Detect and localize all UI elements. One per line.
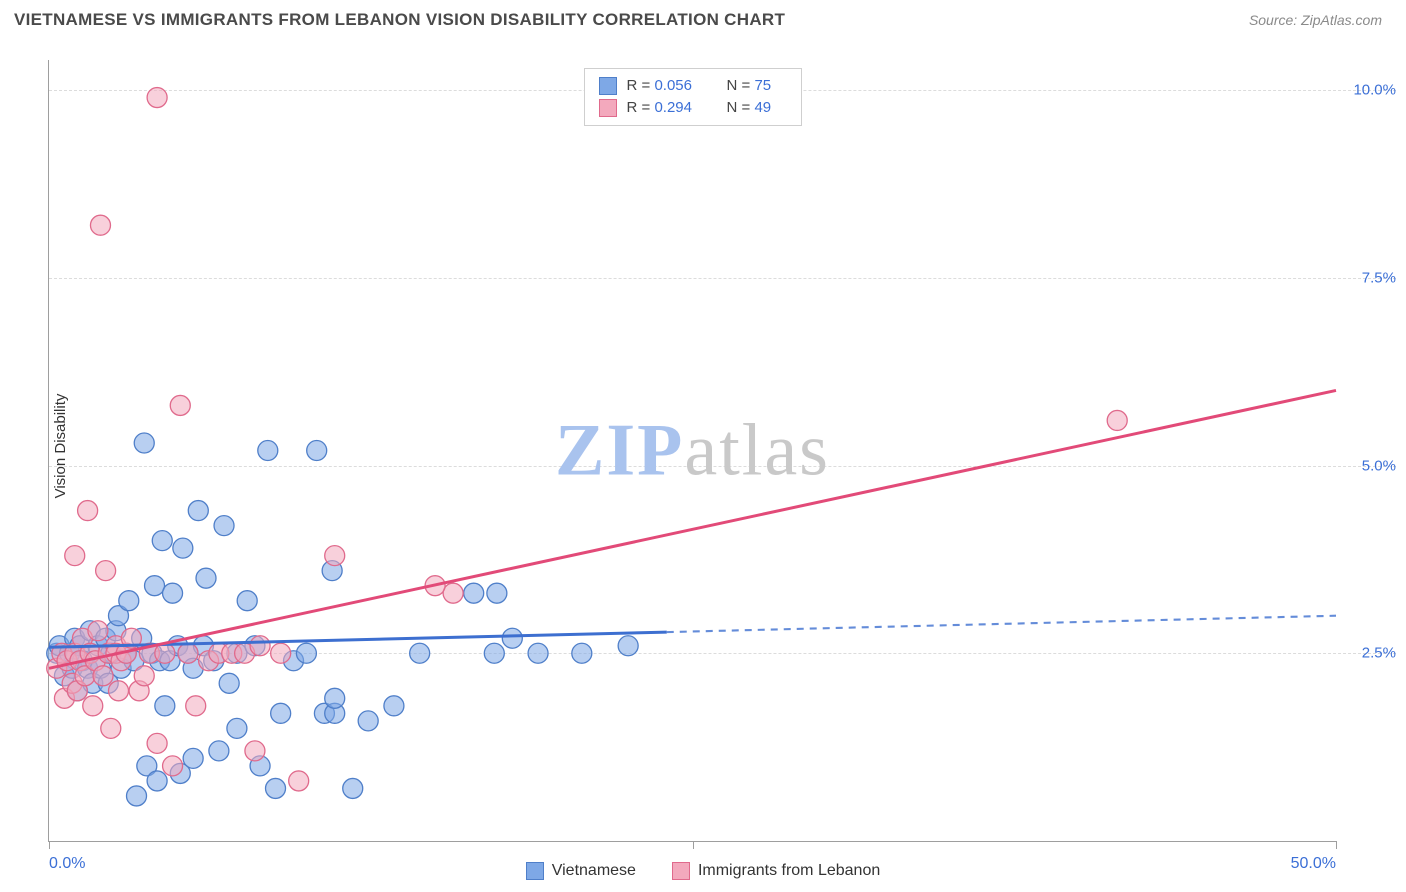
legend-series: Vietnamese Immigrants from Lebanon <box>0 862 1406 880</box>
scatter-point <box>250 636 270 656</box>
scatter-point <box>484 643 504 663</box>
scatter-point <box>155 696 175 716</box>
scatter-point <box>188 501 208 521</box>
scatter-point <box>186 696 206 716</box>
legend-series-label: Immigrants from Lebanon <box>698 862 880 880</box>
scatter-point <box>258 441 278 461</box>
scatter-point <box>178 643 198 663</box>
scatter-point <box>183 748 203 768</box>
scatter-point <box>464 583 484 603</box>
scatter-point <box>196 568 216 588</box>
scatter-point <box>147 771 167 791</box>
scatter-point <box>487 583 507 603</box>
scatter-point <box>134 666 154 686</box>
x-tick <box>1336 841 1337 849</box>
scatter-point <box>214 516 234 536</box>
scatter-point <box>266 778 286 798</box>
scatter-point <box>127 786 147 806</box>
scatter-point <box>209 741 229 761</box>
scatter-point <box>90 215 110 235</box>
scatter-point <box>119 591 139 611</box>
scatter-point <box>528 643 548 663</box>
x-tick <box>49 841 50 849</box>
scatter-point <box>108 681 128 701</box>
scatter-point <box>170 395 190 415</box>
y-tick-label: 2.5% <box>1362 645 1396 662</box>
scatter-point <box>147 88 167 108</box>
scatter-point <box>101 718 121 738</box>
legend-swatch <box>599 99 617 117</box>
scatter-point <box>88 621 108 641</box>
legend-series-item: Vietnamese <box>526 862 636 880</box>
scatter-point <box>152 531 172 551</box>
chart-svg <box>49 60 1336 841</box>
scatter-point <box>384 696 404 716</box>
scatter-point <box>147 733 167 753</box>
scatter-point <box>410 643 430 663</box>
legend-swatch <box>526 862 544 880</box>
scatter-point <box>163 583 183 603</box>
legend-series-item: Immigrants from Lebanon <box>672 862 880 880</box>
trend-line <box>49 390 1336 668</box>
scatter-point <box>572 643 592 663</box>
scatter-point <box>271 643 291 663</box>
scatter-point <box>618 636 638 656</box>
scatter-point <box>502 628 522 648</box>
scatter-point <box>134 433 154 453</box>
scatter-point <box>83 696 103 716</box>
chart-plot-area: ZIPatlas R = 0.056N = 75R = 0.294N = 49 … <box>48 60 1336 842</box>
legend-swatch <box>599 77 617 95</box>
scatter-point <box>96 561 116 581</box>
y-tick-label: 10.0% <box>1353 82 1396 99</box>
trend-line-dashed <box>667 616 1336 632</box>
legend-series-label: Vietnamese <box>552 862 636 880</box>
chart-title: VIETNAMESE VS IMMIGRANTS FROM LEBANON VI… <box>14 10 785 30</box>
chart-header: VIETNAMESE VS IMMIGRANTS FROM LEBANON VI… <box>0 0 1406 36</box>
scatter-point <box>358 711 378 731</box>
scatter-point <box>271 703 291 723</box>
scatter-point <box>296 643 316 663</box>
legend-swatch <box>672 862 690 880</box>
scatter-point <box>173 538 193 558</box>
scatter-point <box>145 576 165 596</box>
y-tick-label: 7.5% <box>1362 269 1396 286</box>
scatter-point <box>227 718 247 738</box>
scatter-point <box>78 501 98 521</box>
scatter-point <box>245 741 265 761</box>
scatter-point <box>325 688 345 708</box>
scatter-point <box>237 591 257 611</box>
scatter-point <box>289 771 309 791</box>
scatter-point <box>307 441 327 461</box>
scatter-point <box>325 546 345 566</box>
legend-correlation: R = 0.056N = 75R = 0.294N = 49 <box>584 68 802 126</box>
scatter-point <box>343 778 363 798</box>
scatter-point <box>1107 410 1127 430</box>
scatter-point <box>443 583 463 603</box>
scatter-point <box>65 546 85 566</box>
scatter-point <box>219 673 239 693</box>
chart-source: Source: ZipAtlas.com <box>1249 12 1382 28</box>
legend-correlation-row: R = 0.294N = 49 <box>599 97 787 119</box>
scatter-point <box>93 666 113 686</box>
y-tick-label: 5.0% <box>1362 457 1396 474</box>
scatter-point <box>163 756 183 776</box>
x-tick <box>693 841 694 849</box>
legend-correlation-row: R = 0.056N = 75 <box>599 75 787 97</box>
